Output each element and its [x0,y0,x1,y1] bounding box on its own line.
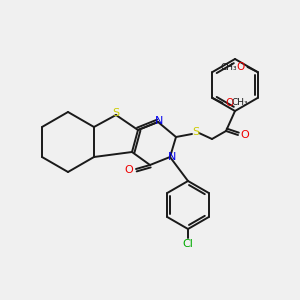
Text: S: S [112,108,120,118]
Text: O: O [124,165,134,175]
Text: Cl: Cl [183,239,194,249]
Text: N: N [155,116,163,126]
Text: O: O [225,98,234,108]
Text: CH₃: CH₃ [231,98,248,107]
Text: O: O [241,130,249,140]
Text: N: N [168,152,176,162]
Text: S: S [192,127,200,137]
Text: O: O [236,62,244,72]
Text: CH₃: CH₃ [220,62,237,71]
